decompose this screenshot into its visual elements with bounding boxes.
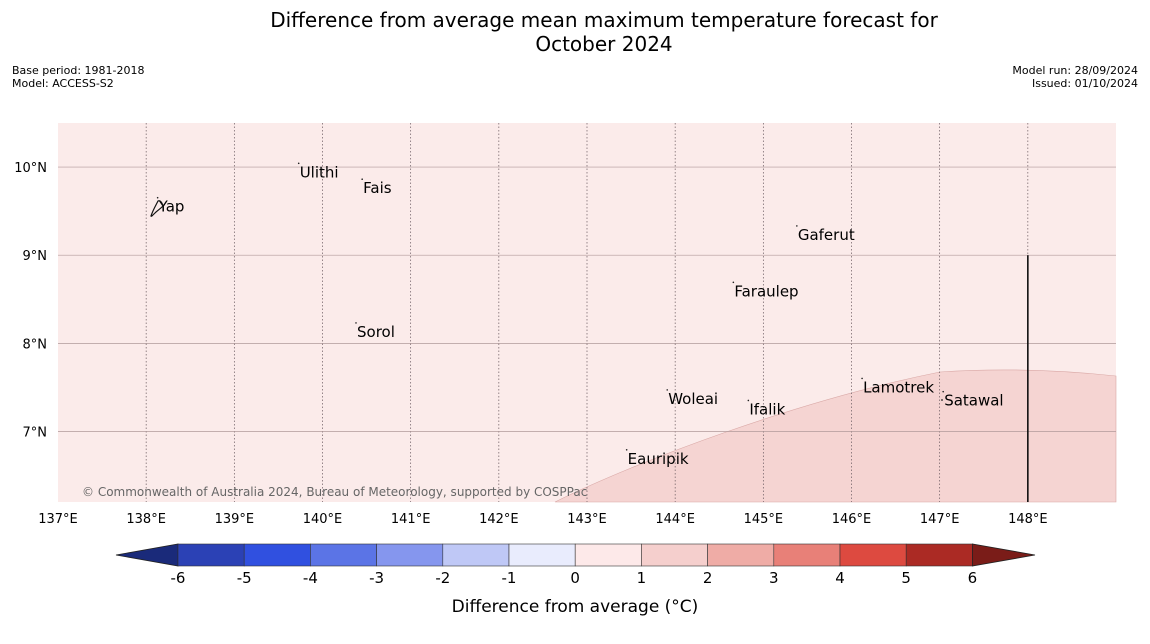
colorbar-segment xyxy=(641,543,708,567)
island-marker xyxy=(297,162,300,165)
colorbar-tick-label: 0 xyxy=(570,569,580,587)
longitude-tick-label: 145°E xyxy=(744,512,784,527)
island-marker xyxy=(666,389,669,391)
longitude-tick-label: 140°E xyxy=(303,512,343,527)
colorbar-tick-label: 4 xyxy=(835,569,845,587)
colorbar-tick-label: -5 xyxy=(237,569,252,587)
anomaly-band-1-to-2 xyxy=(554,369,1117,503)
copyright-credit: © Commonwealth of Australia 2024, Bureau… xyxy=(82,485,587,499)
islet-marker xyxy=(941,399,943,401)
place-label: Gaferut xyxy=(798,226,855,244)
longitude-tick-label: 141°E xyxy=(391,512,431,527)
metadata-left: Base period: 1981-2018 Model: ACCESS-S2 xyxy=(12,64,144,90)
longitude-tick-label: 138°E xyxy=(126,512,166,527)
place-label: Eauripik xyxy=(628,450,689,468)
colorbar-tick-label: 5 xyxy=(901,569,911,587)
colorbar-segment xyxy=(707,543,775,567)
colorbar-segment xyxy=(773,543,841,567)
longitude-tick-label: 146°E xyxy=(832,512,872,527)
yap-island-outline xyxy=(150,200,164,217)
longitude-tick-label: 148°E xyxy=(1008,512,1048,527)
colorbar-tick-label: -1 xyxy=(502,569,517,587)
longitude-tick-label: 144°E xyxy=(655,512,695,527)
place-label: Sorol xyxy=(357,323,395,341)
latitude-tick-label: 7°N xyxy=(23,425,48,440)
graticule xyxy=(58,123,1116,502)
colorbar-segment xyxy=(905,543,973,567)
colorbar-segment xyxy=(310,543,377,567)
colorbar-segment xyxy=(839,543,907,567)
colorbar-title: Difference from average (°C) xyxy=(452,597,699,617)
island-marker xyxy=(747,399,750,402)
map-title: Difference from average mean maximum tem… xyxy=(0,8,1150,56)
colorbar-segment xyxy=(376,543,444,567)
colorbar-segment xyxy=(508,543,576,567)
model-run: Model run: 28/09/2024 xyxy=(1012,64,1138,77)
colorbar-tick-label: -2 xyxy=(435,569,450,587)
issued-date: Issued: 01/10/2024 xyxy=(1031,77,1138,90)
colorbar-tick-label: 2 xyxy=(703,569,713,587)
place-label: Woleai xyxy=(668,390,718,408)
latitude-tick-label: 10°N xyxy=(14,161,47,176)
model-name: Model: ACCESS-S2 xyxy=(12,77,114,90)
colorbar-tick-label: 6 xyxy=(968,569,978,587)
place-label: Yap xyxy=(158,198,185,216)
colorbar-tick-label: -4 xyxy=(303,569,318,587)
place-label: Faraulep xyxy=(734,282,798,300)
colorbar-segment xyxy=(177,543,245,567)
colorbar-segment xyxy=(442,543,510,567)
island-marker xyxy=(942,390,944,393)
place-label: Ulithi xyxy=(300,163,339,181)
place-label: Lamotrek xyxy=(863,378,934,396)
colorbar-tick-label: 1 xyxy=(637,569,647,587)
place-labels: Yap Ulithi Fais Gaferut Faraulep Sorol Woleai I… xyxy=(150,162,1004,468)
longitude-tick-label: 142°E xyxy=(479,512,519,527)
longitude-tick-label: 147°E xyxy=(920,512,960,527)
colorbar-segment xyxy=(243,543,311,567)
island-marker xyxy=(361,178,363,181)
latitude-tick-label: 8°N xyxy=(23,337,48,352)
title-line-1: Difference from average mean maximum tem… xyxy=(270,8,938,32)
longitude-tick-label: 143°E xyxy=(567,512,607,527)
colorbar-tick-label: -3 xyxy=(369,569,384,587)
colorbar-segment xyxy=(574,543,642,567)
title-line-2: October 2024 xyxy=(535,32,673,56)
place-label: Ifalik xyxy=(749,400,785,418)
colorbar-tick-label: -6 xyxy=(171,569,186,587)
longitude-tick-label: 137°E xyxy=(38,512,78,527)
map-axes: 137°E 138°E 139°E 140°E 141°E 142°E 143°E 144°E… xyxy=(14,161,1047,527)
colorbar-extend-high xyxy=(972,543,1036,567)
island-marker xyxy=(355,322,357,324)
place-label: Fais xyxy=(363,179,392,197)
colorbar-legend: -6 -5 -4 -3 -2 -1 0 1 2 3 4 5 6 xyxy=(115,543,1036,587)
base-period: Base period: 1981-2018 xyxy=(12,64,145,77)
metadata-right: Model run: 28/09/2024 Issued: 01/10/2024 xyxy=(1012,64,1138,90)
island-marker xyxy=(156,196,159,199)
longitude-tick-label: 139°E xyxy=(215,512,255,527)
island-marker xyxy=(796,225,798,227)
colorbar-tick-label: 3 xyxy=(769,569,779,587)
island-marker xyxy=(625,449,628,451)
island-marker xyxy=(732,281,735,284)
colorbar-extend-low xyxy=(115,543,179,567)
place-label: Satawal xyxy=(944,392,1003,410)
latitude-tick-label: 9°N xyxy=(23,249,48,264)
island-marker xyxy=(861,377,863,380)
